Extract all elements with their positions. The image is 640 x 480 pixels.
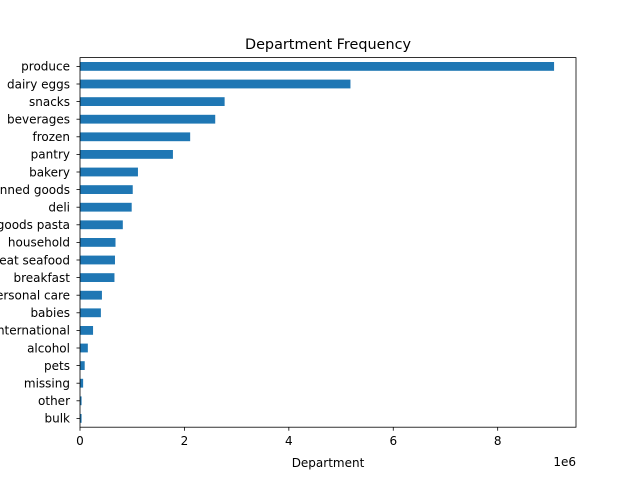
- x-axis-offset-label: 1e6: [553, 455, 576, 469]
- bar-deli: [80, 202, 132, 212]
- y-tick-label: breakfast: [13, 271, 70, 285]
- y-tick-label: snacks: [29, 95, 70, 109]
- bar-babies: [80, 308, 101, 318]
- bar-household: [80, 238, 116, 247]
- y-tick-label: personal care: [0, 289, 70, 303]
- y-tick-label: meat seafood: [0, 253, 70, 267]
- y-tick-label: household: [8, 236, 70, 250]
- bar-produce: [80, 62, 555, 71]
- y-tick-label: pantry: [31, 148, 70, 162]
- y-ticks-group: produce dairy eggs snacks beverages frozen pa…: [0, 60, 80, 426]
- bar-snacks: [80, 97, 225, 106]
- bar-dry-goods-pasta: [80, 220, 123, 230]
- y-tick-label: canned goods: [0, 183, 70, 197]
- y-tick-label: bulk: [44, 412, 70, 426]
- bar-meat-seafood: [80, 255, 115, 265]
- x-tick-label: 6: [389, 434, 397, 448]
- x-axis-label: Department: [292, 456, 365, 470]
- bar-pantry: [80, 150, 173, 159]
- y-tick-label: babies: [30, 306, 70, 320]
- y-tick-label: deli: [48, 201, 70, 215]
- x-ticks-group: 0 2 4 6 8: [76, 427, 502, 448]
- y-tick-label: beverages: [7, 113, 70, 127]
- chart-title: Department Frequency: [245, 37, 411, 53]
- y-tick-label: produce: [21, 60, 70, 74]
- bar-pets: [80, 361, 85, 370]
- bar-beverages: [80, 114, 216, 124]
- x-tick-label: 4: [285, 434, 293, 448]
- y-tick-label: frozen: [32, 130, 70, 144]
- bar-breakfast: [80, 273, 115, 282]
- bar-canned-goods: [80, 185, 133, 194]
- bar-bulk: [80, 414, 82, 423]
- y-tick-label: dairy eggs: [7, 77, 70, 91]
- bar-other: [80, 396, 82, 406]
- x-tick-label: 0: [76, 434, 84, 448]
- y-tick-label: dry goods pasta: [0, 218, 70, 232]
- y-tick-label: bakery: [29, 165, 70, 179]
- bar-missing: [80, 378, 84, 388]
- plot-frame: [79, 57, 577, 428]
- bar-international: [80, 326, 94, 335]
- x-tick-label: 8: [494, 434, 502, 448]
- y-tick-label: international: [0, 324, 70, 338]
- bar-personal-care: [80, 290, 102, 300]
- bar-dairy-eggs: [80, 79, 351, 89]
- x-tick-label: 2: [181, 434, 189, 448]
- bar-bakery: [80, 167, 138, 177]
- y-tick-label: pets: [44, 359, 70, 373]
- y-tick-label: alcohol: [27, 341, 70, 355]
- bar-frozen: [80, 132, 191, 142]
- bars-group: [80, 62, 555, 423]
- y-tick-label: other: [38, 394, 70, 408]
- bar-alcohol: [80, 343, 88, 353]
- y-tick-label: missing: [24, 377, 70, 391]
